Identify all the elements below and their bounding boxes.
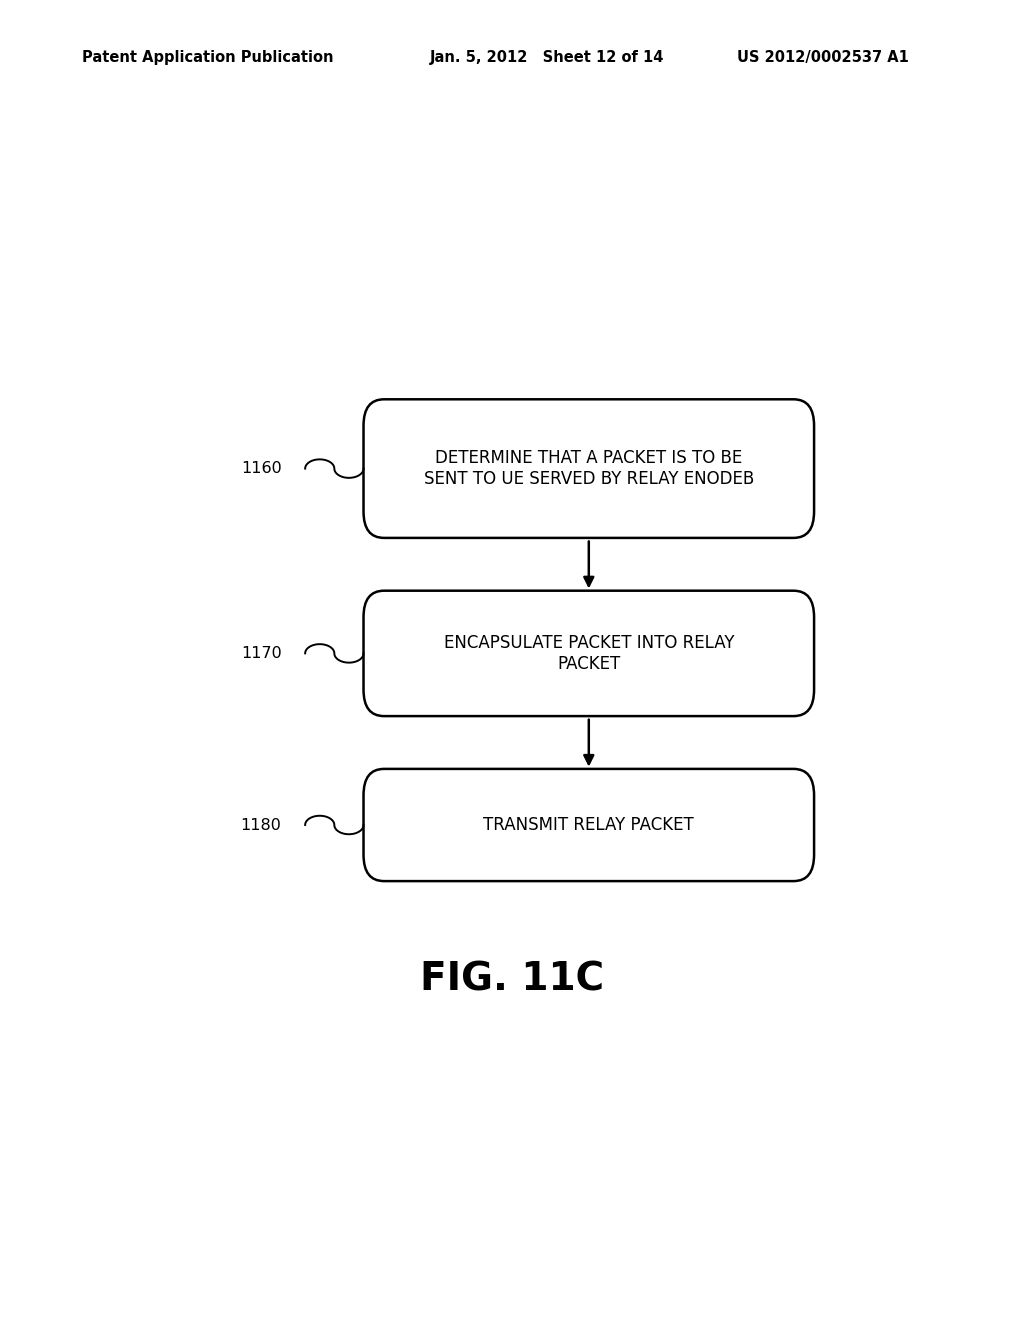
FancyBboxPatch shape	[364, 399, 814, 539]
FancyBboxPatch shape	[364, 768, 814, 882]
Text: Jan. 5, 2012   Sheet 12 of 14: Jan. 5, 2012 Sheet 12 of 14	[430, 50, 665, 65]
Text: DETERMINE THAT A PACKET IS TO BE
SENT TO UE SERVED BY RELAY ENODEB: DETERMINE THAT A PACKET IS TO BE SENT TO…	[424, 449, 754, 488]
Text: ENCAPSULATE PACKET INTO RELAY
PACKET: ENCAPSULATE PACKET INTO RELAY PACKET	[443, 634, 734, 673]
Text: TRANSMIT RELAY PACKET: TRANSMIT RELAY PACKET	[483, 816, 694, 834]
Text: Patent Application Publication: Patent Application Publication	[82, 50, 334, 65]
FancyBboxPatch shape	[364, 591, 814, 715]
Text: US 2012/0002537 A1: US 2012/0002537 A1	[737, 50, 909, 65]
Text: 1180: 1180	[241, 817, 282, 833]
Text: 1170: 1170	[241, 645, 282, 661]
Text: 1160: 1160	[241, 461, 282, 477]
Text: FIG. 11C: FIG. 11C	[420, 961, 604, 998]
